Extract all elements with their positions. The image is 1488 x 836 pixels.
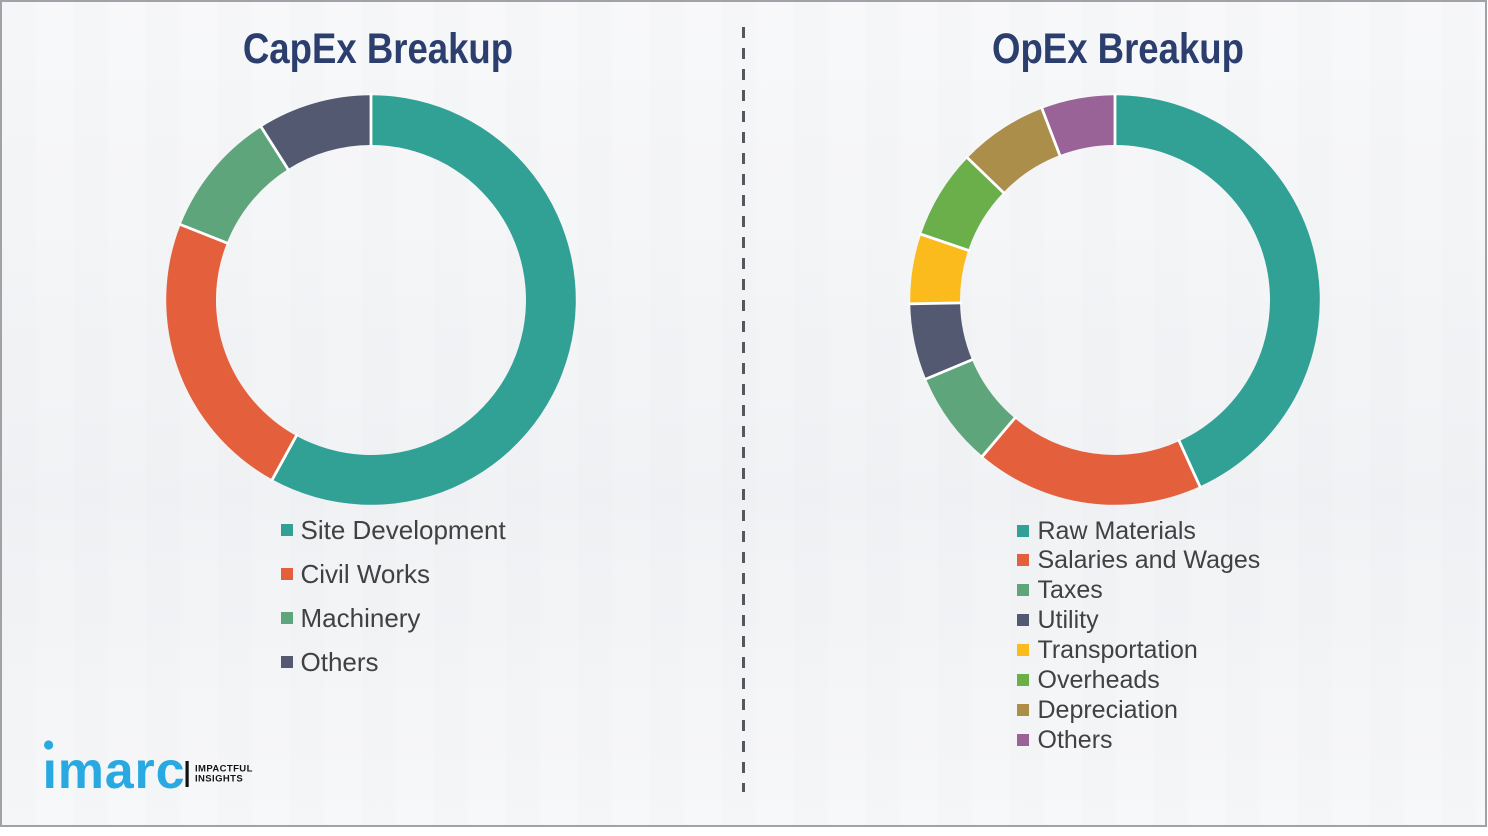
svg-text:IMPACTFUL: IMPACTFUL xyxy=(195,764,253,775)
svg-text:ımarc: ımarc xyxy=(43,742,185,800)
svg-text:INSIGHTS: INSIGHTS xyxy=(195,774,243,785)
